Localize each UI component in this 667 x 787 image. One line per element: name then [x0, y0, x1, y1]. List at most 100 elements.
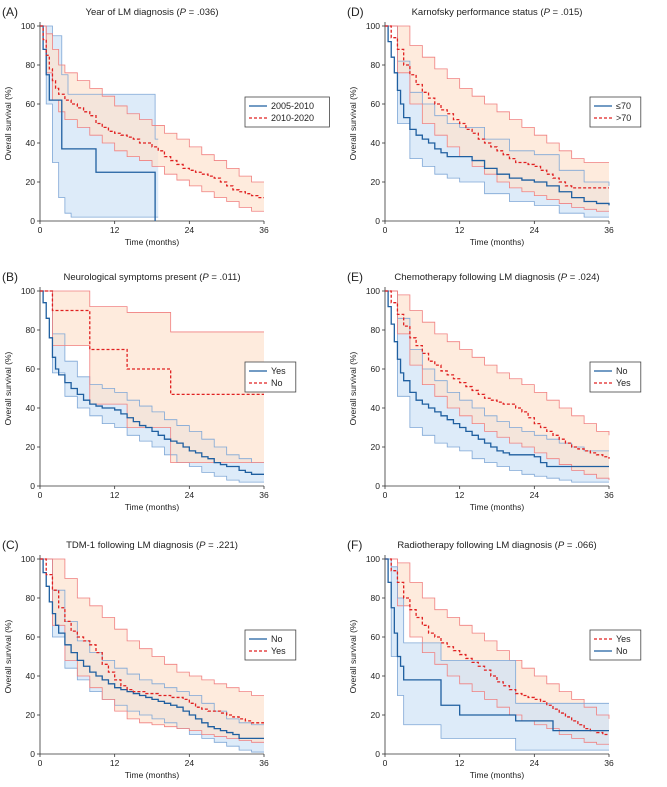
x-tick-label: 24 [530, 490, 540, 500]
y-tick-label: 40 [371, 403, 381, 413]
survival-curve-no [40, 290, 264, 395]
y-tick-label: 40 [371, 138, 381, 148]
x-tick-label: 12 [455, 758, 465, 768]
ci-lower-edge [385, 25, 609, 218]
ci-upper-edge [385, 25, 609, 163]
y-tick-label: 0 [375, 749, 380, 759]
survival-curve-yes [385, 558, 609, 736]
survival-curve-yes [40, 290, 264, 475]
ci-upper-edge [385, 290, 610, 436]
ci-lower-edge [40, 25, 159, 218]
ci-lower-edge [40, 558, 264, 753]
survival-curve-2010-2020 [40, 25, 264, 199]
survival-curve-2005-2010 [40, 25, 156, 221]
ci-lower-edge [385, 25, 609, 212]
y-tick-label: 60 [371, 99, 381, 109]
chart-title-text: Radiotherapy following LM diagnosis ( [397, 540, 558, 551]
chart-title-text: Neurological symptoms present ( [64, 272, 204, 283]
ci-upper-edge [40, 290, 264, 463]
y-tick-label: 40 [26, 403, 36, 413]
x-tick-label: 0 [383, 758, 388, 768]
y-tick-label: 80 [371, 593, 381, 603]
x-axis-label: Time (months) [125, 237, 180, 247]
y-tick-label: 20 [26, 710, 36, 720]
ci-lower-edge [385, 558, 609, 745]
y-tick-label: 0 [30, 216, 35, 226]
y-tick-label: 80 [26, 325, 36, 335]
chart-title-text: TDM-1 following LM diagnosis ( [66, 540, 200, 551]
legend-box [244, 96, 330, 128]
chart-title-pvalue: = .221) [205, 540, 237, 551]
legend: 2005-2010 2010-2020 [244, 96, 330, 128]
x-tick-label: 36 [604, 225, 614, 235]
chart-title-pvalue: = .036) [186, 7, 218, 18]
chart-title: Karnofsky performance status (P = .015) [412, 7, 583, 18]
legend-label: Yes [271, 646, 286, 656]
ci-band-yes [385, 291, 609, 481]
ci-lower-edge [385, 290, 609, 483]
panel-letter: (F) [347, 538, 362, 552]
ci-band-no [385, 291, 609, 483]
km-panel-b: (B) Neurological symptoms present (P = .0… [2, 270, 297, 512]
y-tick-label: 100 [21, 554, 35, 564]
y-axis-label: Overall survival (%) [348, 86, 358, 160]
chart-title-p: P [202, 272, 209, 283]
chart-title-text: Chemotherapy following LM diagnosis ( [394, 272, 561, 283]
y-tick-label: 20 [371, 710, 381, 720]
x-axis-label: Time (months) [470, 502, 525, 512]
y-tick-label: 0 [30, 481, 35, 491]
y-axis-label: Overall survival (%) [348, 351, 358, 425]
y-tick-label: 20 [371, 442, 381, 452]
x-tick-label: 12 [110, 758, 120, 768]
x-tick-label: 24 [185, 758, 195, 768]
legend: ≤70>70 [589, 96, 642, 128]
y-tick-label: 20 [371, 177, 381, 187]
y-tick-label: 100 [366, 286, 380, 296]
ci-band-yes [385, 559, 609, 745]
survival-curve-no [385, 290, 609, 468]
x-tick-label: 12 [110, 225, 120, 235]
chart-title-pvalue: = .011) [209, 272, 241, 283]
x-tick-label: 36 [259, 758, 269, 768]
y-tick-label: 0 [375, 216, 380, 226]
legend-box [244, 629, 297, 661]
ci-upper-edge [40, 25, 264, 183]
legend: No Yes [589, 361, 642, 393]
y-tick-label: 40 [26, 138, 36, 148]
chart-title-text: Year of LM diagnosis ( [85, 7, 180, 18]
x-tick-label: 0 [38, 490, 43, 500]
legend-label: Yes [616, 634, 631, 644]
legend: Yes No [244, 361, 297, 393]
legend-box [244, 361, 297, 393]
survival-curve-no [40, 558, 264, 740]
legend-label: >70 [616, 113, 631, 123]
y-tick-label: 40 [371, 671, 381, 681]
legend-label: 2005-2010 [271, 101, 314, 111]
ci-lower-edge [40, 290, 264, 483]
panel-letter: (B) [2, 270, 18, 284]
y-tick-label: 60 [26, 364, 36, 374]
chart-title: Chemotherapy following LM diagnosis (P =… [394, 272, 599, 283]
legend-label: 2010-2020 [271, 113, 314, 123]
survival-curve--70 [385, 25, 609, 189]
chart-title: TDM-1 following LM diagnosis (P = .221) [66, 540, 238, 551]
x-tick-label: 0 [38, 225, 43, 235]
y-tick-label: 0 [375, 481, 380, 491]
chart-title-p: P [561, 272, 568, 283]
chart-title-text: Karnofsky performance status ( [412, 7, 545, 18]
legend-label: No [616, 646, 628, 656]
panel-letter: (E) [347, 270, 363, 284]
y-tick-label: 100 [366, 21, 380, 31]
x-tick-label: 12 [455, 490, 465, 500]
x-tick-label: 24 [185, 490, 195, 500]
ci-upper-edge [385, 558, 610, 719]
km-panel-c: (C) TDM-1 following LM diagnosis (P = .22… [2, 538, 297, 780]
x-tick-label: 0 [383, 225, 388, 235]
ci-upper-edge [40, 25, 159, 140]
y-tick-label: 80 [371, 325, 381, 335]
legend-label: Yes [271, 366, 286, 376]
ci-lower-edge [385, 558, 609, 751]
km-panel-f: (F) Radiotherapy following LM diagnosis (… [347, 538, 642, 780]
y-tick-label: 0 [30, 749, 35, 759]
